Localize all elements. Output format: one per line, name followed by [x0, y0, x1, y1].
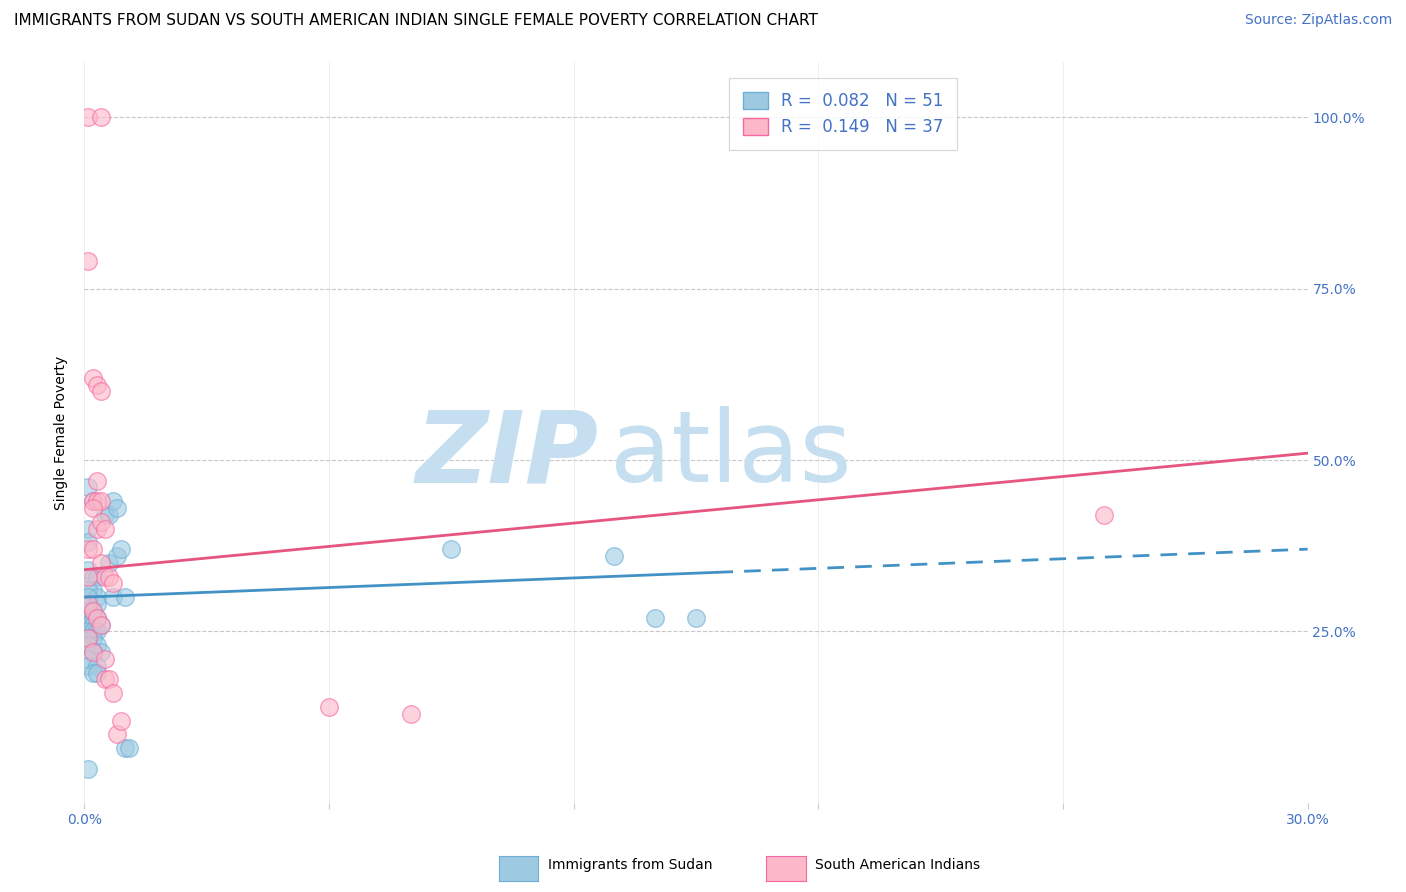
- Point: [77, 590, 100, 604]
- Point: [97, 556, 120, 570]
- Point: [105, 549, 128, 563]
- Text: South American Indians: South American Indians: [815, 858, 980, 872]
- Point: [105, 727, 128, 741]
- Point: [101, 686, 124, 700]
- Point: [82, 617, 104, 632]
- Point: [77, 617, 100, 632]
- Point: [77, 624, 100, 639]
- Point: [86, 569, 108, 583]
- Point: [101, 494, 124, 508]
- Point: [101, 576, 124, 591]
- Point: [77, 522, 100, 536]
- Point: [77, 652, 100, 666]
- Point: [118, 741, 141, 756]
- Point: [97, 569, 120, 583]
- Point: [1092, 508, 1115, 522]
- Point: [93, 522, 115, 536]
- Text: atlas: atlas: [610, 407, 852, 503]
- Point: [90, 556, 112, 570]
- Point: [440, 542, 463, 557]
- Point: [105, 501, 128, 516]
- Point: [86, 494, 108, 508]
- Point: [82, 494, 104, 508]
- Point: [93, 673, 115, 687]
- Point: [93, 569, 115, 583]
- Point: [110, 714, 132, 728]
- Point: [82, 610, 104, 624]
- Point: [77, 604, 100, 618]
- Point: [77, 254, 100, 268]
- Point: [318, 699, 340, 714]
- Point: [86, 665, 108, 680]
- Point: [77, 638, 100, 652]
- Point: [86, 624, 108, 639]
- Point: [77, 569, 100, 583]
- Point: [77, 632, 100, 646]
- Point: [82, 604, 104, 618]
- Point: [97, 673, 120, 687]
- Point: [77, 563, 100, 577]
- Point: [86, 377, 108, 392]
- Point: [77, 583, 100, 598]
- Point: [90, 384, 112, 399]
- Point: [93, 652, 115, 666]
- Point: [82, 569, 104, 583]
- Point: [77, 610, 100, 624]
- Point: [90, 515, 112, 529]
- Point: [101, 590, 124, 604]
- Point: [90, 110, 112, 124]
- Point: [90, 494, 112, 508]
- Text: IMMIGRANTS FROM SUDAN VS SOUTH AMERICAN INDIAN SINGLE FEMALE POVERTY CORRELATION: IMMIGRANTS FROM SUDAN VS SOUTH AMERICAN …: [14, 13, 818, 29]
- Point: [86, 474, 108, 488]
- Point: [77, 762, 100, 776]
- Point: [90, 617, 112, 632]
- Point: [82, 632, 104, 646]
- Point: [90, 617, 112, 632]
- Point: [77, 480, 100, 494]
- Point: [93, 508, 115, 522]
- Point: [86, 658, 108, 673]
- Point: [82, 371, 104, 385]
- Point: [77, 597, 100, 611]
- Point: [82, 494, 104, 508]
- Point: [82, 583, 104, 598]
- Point: [82, 645, 104, 659]
- Point: [86, 610, 108, 624]
- Text: ZIP: ZIP: [415, 407, 598, 503]
- Point: [644, 610, 666, 624]
- Text: Immigrants from Sudan: Immigrants from Sudan: [548, 858, 713, 872]
- Point: [82, 665, 104, 680]
- Point: [86, 597, 108, 611]
- Point: [77, 597, 100, 611]
- Point: [77, 542, 100, 557]
- Point: [86, 590, 108, 604]
- Point: [86, 638, 108, 652]
- Point: [77, 632, 100, 646]
- Point: [77, 535, 100, 549]
- Point: [685, 610, 707, 624]
- Point: [110, 542, 132, 557]
- Point: [82, 542, 104, 557]
- Point: [86, 610, 108, 624]
- Y-axis label: Single Female Poverty: Single Female Poverty: [55, 356, 69, 509]
- Point: [82, 624, 104, 639]
- Point: [86, 522, 108, 536]
- Text: Source: ZipAtlas.com: Source: ZipAtlas.com: [1244, 13, 1392, 28]
- Point: [77, 658, 100, 673]
- Point: [82, 604, 104, 618]
- Point: [82, 645, 104, 659]
- Legend: R =  0.082   N = 51, R =  0.149   N = 37: R = 0.082 N = 51, R = 0.149 N = 37: [730, 78, 956, 150]
- Point: [90, 645, 112, 659]
- Point: [114, 590, 136, 604]
- Point: [97, 508, 120, 522]
- Point: [114, 741, 136, 756]
- Point: [82, 501, 104, 516]
- Point: [603, 549, 626, 563]
- Point: [399, 706, 422, 721]
- Point: [77, 110, 100, 124]
